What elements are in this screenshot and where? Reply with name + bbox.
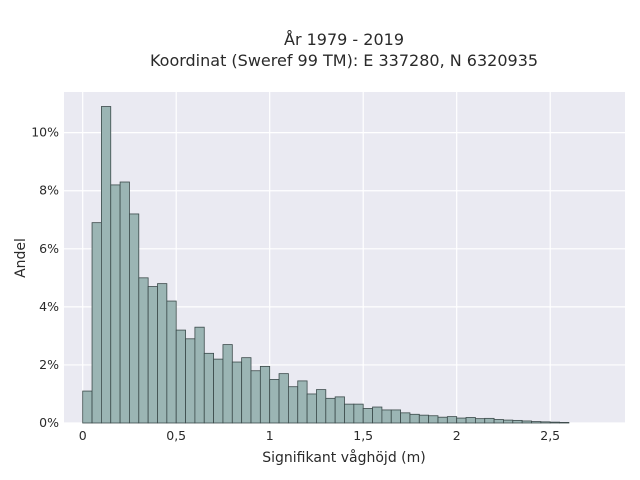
histogram-bar [372, 406, 383, 424]
x-tick-label: 0 [79, 428, 87, 443]
histogram-bar [316, 389, 327, 424]
histogram-bar [493, 419, 504, 424]
histogram-bar [194, 326, 205, 424]
histogram-bar [157, 283, 168, 424]
histogram-bar [213, 358, 224, 424]
chart-title-line-1: År 1979 - 2019 [284, 30, 404, 49]
histogram-bar [390, 409, 402, 424]
histogram-bar [484, 417, 495, 424]
x-tick-label: 1 [266, 428, 274, 443]
histogram-bar [297, 380, 308, 424]
histogram-bar [166, 300, 177, 424]
y-tick-label: 4% [39, 299, 59, 314]
histogram-bar [409, 413, 420, 424]
y-tick-label: 8% [39, 183, 59, 198]
y-axis-label: Andel [13, 238, 29, 278]
histogram-bar [129, 213, 140, 424]
histogram-bar [138, 277, 149, 424]
histogram-bar [325, 397, 336, 424]
histogram-bar [185, 338, 196, 424]
y-tick-label: 10% [31, 125, 59, 140]
histogram-bar [344, 403, 355, 424]
histogram-bar [101, 106, 112, 424]
histogram-bar [521, 420, 532, 424]
histogram-bar [381, 409, 392, 424]
histogram-bar [531, 421, 542, 424]
histogram-bar [400, 412, 411, 424]
histogram-bar [91, 222, 102, 424]
x-tick-label: 0,5 [166, 428, 186, 443]
histogram-bar [222, 344, 233, 424]
x-axis-label: Signifikant våghöjd (m) [262, 449, 425, 466]
histogram-bar [241, 357, 252, 424]
histogram-bar [306, 393, 317, 424]
histogram-bar [437, 416, 448, 424]
histogram-bar [259, 365, 271, 424]
chart-title-line-2: Koordinat (Sweref 99 TM): E 337280, N 63… [150, 51, 538, 70]
x-tick-label: 2 [453, 428, 461, 443]
histogram-bar [465, 417, 476, 424]
histogram-bar [231, 361, 243, 424]
histogram-bar [278, 373, 289, 424]
y-tick-label: 6% [39, 241, 59, 256]
histogram-bar [549, 421, 560, 424]
histogram-bar [428, 415, 439, 424]
histogram-bar [287, 386, 299, 424]
histogram-bar [456, 417, 467, 424]
y-tick-labels: 0% 2% 4% 6% 8% 10% [31, 125, 59, 430]
histogram-bar [353, 403, 364, 424]
histogram-bar [269, 379, 280, 424]
histogram-bar [418, 414, 430, 424]
x-tick-label: 2,5 [540, 428, 560, 443]
y-tick-label: 0% [39, 415, 59, 430]
histogram-bar [503, 419, 514, 424]
histogram-bar [175, 329, 186, 424]
histogram-bar [110, 184, 121, 424]
histogram-bar [559, 422, 570, 424]
histogram-bar [203, 352, 214, 424]
histogram-bar [147, 286, 158, 424]
histogram-bar [474, 418, 486, 424]
histogram-bar [540, 421, 551, 424]
histogram-bar [250, 370, 261, 424]
histogram-bar [334, 396, 345, 424]
y-tick-label: 2% [39, 357, 59, 372]
histogram-bar [512, 419, 523, 424]
x-tick-label: 1,5 [353, 428, 373, 443]
histogram-bar [446, 416, 458, 424]
x-tick-labels: 0 0,5 1 1,5 2 2,5 [79, 428, 560, 443]
histogram-bar [362, 408, 373, 424]
bars [82, 106, 570, 424]
histogram-bar [119, 181, 130, 424]
histogram-bar [82, 390, 93, 424]
